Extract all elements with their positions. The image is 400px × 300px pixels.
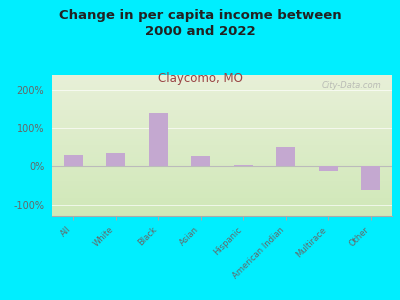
Bar [64, 155, 83, 166]
Bar [319, 167, 338, 171]
Bar [149, 113, 168, 166]
Bar [106, 153, 125, 166]
Bar [234, 165, 253, 167]
Bar [191, 156, 210, 167]
Bar [276, 147, 295, 167]
Bar [361, 167, 380, 190]
Text: Change in per capita income between
2000 and 2022: Change in per capita income between 2000… [59, 9, 341, 38]
Text: City-Data.com: City-Data.com [322, 81, 382, 90]
Text: Claycomo, MO: Claycomo, MO [158, 72, 242, 85]
